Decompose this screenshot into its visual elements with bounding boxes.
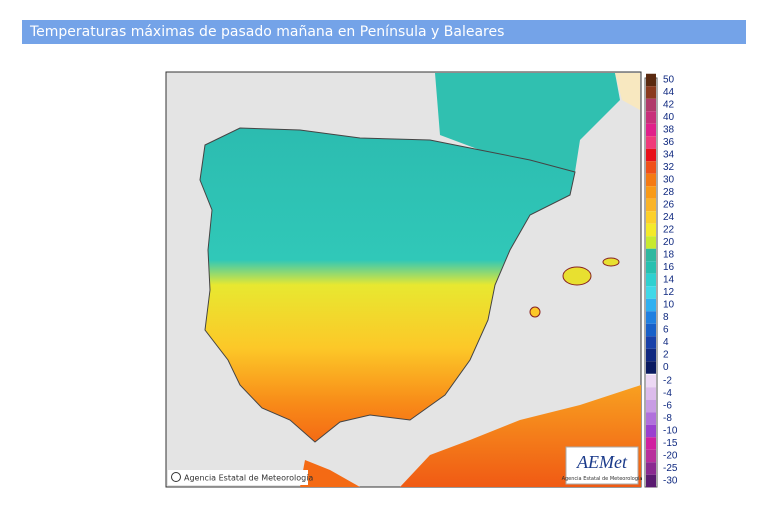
legend-label: 40 <box>663 112 675 123</box>
legend-swatch <box>646 123 656 137</box>
legend-swatch <box>646 98 656 112</box>
france <box>435 73 620 172</box>
legend-swatch <box>646 73 656 87</box>
legend-swatch <box>646 198 656 212</box>
logo: AEMet <box>576 452 628 472</box>
legend-swatch <box>646 462 656 475</box>
legend-label: -25 <box>663 463 678 474</box>
ibiza <box>529 306 541 318</box>
legend-swatch <box>646 186 656 199</box>
legend-label: 8 <box>663 312 669 323</box>
legend-swatch <box>646 223 656 237</box>
legend-label: 20 <box>663 237 675 248</box>
legend-swatch <box>646 286 656 299</box>
legend-swatch <box>646 298 656 312</box>
legend-label: -20 <box>663 451 678 462</box>
legend-swatch <box>646 399 656 413</box>
legend-swatch <box>646 412 656 425</box>
logo-caption: Agencia Estatal de Meteorología <box>562 475 643 482</box>
legend-label: 26 <box>663 200 675 211</box>
menorca <box>602 257 620 267</box>
mallorca <box>562 266 592 286</box>
legend-swatch <box>646 323 656 337</box>
legend-swatch <box>646 86 656 99</box>
legend-label: 32 <box>663 162 675 173</box>
legend-swatch <box>646 273 656 287</box>
legend-label: 14 <box>663 275 675 286</box>
legend-label: 18 <box>663 250 675 261</box>
legend-label: 44 <box>663 87 675 98</box>
legend-label: 34 <box>663 150 675 161</box>
legend-label: 28 <box>663 187 675 198</box>
legend-label: 6 <box>663 325 669 336</box>
legend-swatch <box>646 111 656 124</box>
morocco-north <box>300 460 360 487</box>
legend-label: 42 <box>663 100 675 111</box>
legend-label: -4 <box>663 388 672 399</box>
copyright-box <box>168 470 308 485</box>
legend-label: 2 <box>663 350 669 361</box>
legend-label: 36 <box>663 137 675 148</box>
legend-label: -15 <box>663 438 678 449</box>
legend-label: 10 <box>663 300 675 311</box>
legend-swatch <box>646 348 656 362</box>
iberia <box>199 127 576 443</box>
legend-label: -10 <box>663 426 678 437</box>
legend-label: -2 <box>663 376 672 387</box>
legend-swatch <box>646 236 656 249</box>
logo-box <box>565 446 639 485</box>
legend-label: 22 <box>663 225 675 236</box>
legend-swatch <box>646 261 656 274</box>
legend-swatch <box>646 136 656 149</box>
legend-swatch <box>646 474 656 488</box>
legend-label: 38 <box>663 125 675 136</box>
copyright-icon <box>171 472 181 482</box>
legend-label: 50 <box>663 75 675 86</box>
legend-swatch <box>646 336 656 349</box>
legend: 5044424038363432302826242220181614121086… <box>646 73 678 488</box>
legend-swatch <box>646 424 656 438</box>
legend-swatch <box>646 449 656 463</box>
legend-swatch <box>646 311 656 324</box>
legend-swatch <box>646 437 656 450</box>
legend-label: 4 <box>663 337 669 348</box>
legend-label: -8 <box>663 413 672 424</box>
legend-label: 0 <box>663 362 669 373</box>
header-title: Temperaturas máximas de pasado mañana en… <box>22 20 746 44</box>
legend-swatch <box>646 361 656 374</box>
legend-label: 30 <box>663 175 675 186</box>
legend-swatch <box>646 248 656 262</box>
legend-swatch <box>646 161 656 174</box>
legend-label: 12 <box>663 287 675 298</box>
legend-swatch <box>646 148 656 162</box>
legend-swatch <box>646 211 656 224</box>
legend-swatch <box>646 173 656 187</box>
legend-swatch <box>646 374 656 388</box>
france-east <box>615 73 640 110</box>
legend-label: -30 <box>663 476 678 487</box>
legend-swatch <box>646 387 656 400</box>
legend-label: -6 <box>663 401 672 412</box>
legend-label: 24 <box>663 212 675 223</box>
legend-label: 16 <box>663 262 675 273</box>
copyright-text: Agencia Estatal de Meteorología <box>184 474 313 483</box>
